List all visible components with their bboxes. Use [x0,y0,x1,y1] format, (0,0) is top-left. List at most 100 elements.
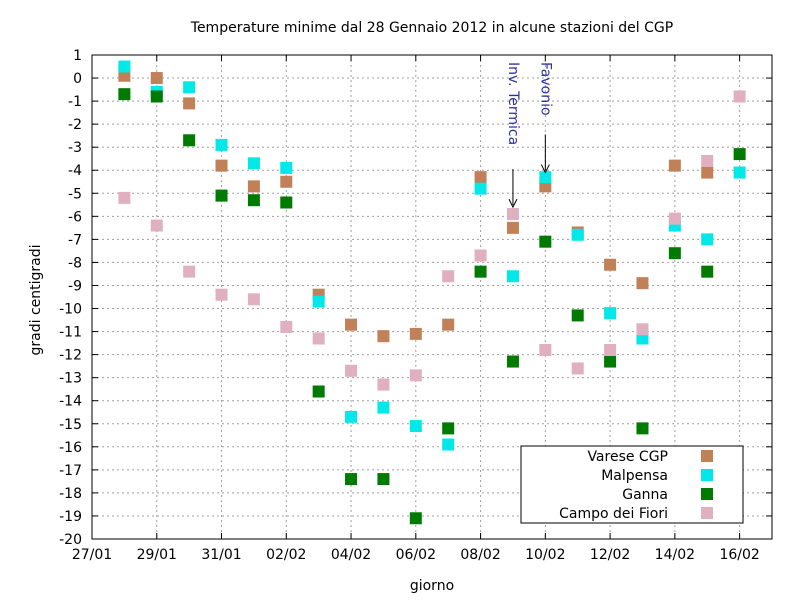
y-tick-label: -18 [59,486,82,502]
data-point [636,422,649,435]
y-tick-label: -5 [68,186,82,202]
data-point [345,410,358,423]
legend-label: Ganna [622,487,668,503]
legend-label: Malpensa [601,468,668,484]
legend-swatch [701,488,713,500]
data-point [442,270,455,283]
annotation-label: Inv. Termica [505,62,521,145]
y-tick-label: -4 [68,163,82,179]
y-tick-label: -10 [59,302,82,318]
y-tick-label: -9 [68,278,82,294]
data-point [668,247,681,260]
x-tick-label: 31/01 [201,547,241,563]
y-tick-label: -8 [68,255,82,271]
data-point [701,265,714,278]
data-point [183,134,196,147]
data-point [215,159,228,172]
data-point [409,512,422,525]
data-point [733,148,746,161]
data-point [474,171,487,184]
data-point [636,277,649,290]
chart-title: Temperature minime dal 28 Gennaio 2012 i… [190,20,673,36]
y-tick-label: -12 [59,348,82,364]
x-tick-label: 12/02 [590,547,630,563]
x-tick-label: 04/02 [331,547,371,563]
data-point [118,60,131,73]
data-point [312,385,325,398]
data-point [474,249,487,262]
data-point [345,318,358,331]
x-tick-label: 14/02 [655,547,695,563]
y-tick-label: -14 [59,394,82,410]
x-axis-label: giorno [410,578,454,594]
x-tick-label: 27/01 [72,547,112,563]
y-tick-label: -6 [68,209,82,225]
y-tick-label: -16 [59,440,82,456]
data-point [506,221,519,234]
y-tick-label: -13 [59,371,82,387]
data-point [539,180,552,193]
data-point [377,401,390,414]
data-point [312,332,325,345]
data-point [701,166,714,179]
data-point [118,191,131,204]
data-point [442,318,455,331]
axes: 1 0 -1 -2 -3 -4 -5 -6 -7 -8 -9 -10 -11 -12 -13 -14 -15 -1… [59,48,772,563]
data-point [539,171,552,184]
data-point [345,473,358,486]
data-point [506,270,519,283]
data-point [474,265,487,278]
data-point [539,235,552,248]
data-point [150,90,163,103]
y-tick-label: -15 [59,417,82,433]
data-point [539,344,552,357]
y-tick-label: -11 [59,325,82,341]
data-point [604,355,617,368]
annotation-arrowhead [540,164,550,174]
data-point [571,309,584,322]
data-points [118,60,746,525]
data-point [442,422,455,435]
y-tick-label: -2 [68,117,82,133]
data-point [345,364,358,377]
x-tick-label: 10/02 [525,547,565,563]
data-point [312,295,325,308]
data-point [668,159,681,172]
data-point [377,330,390,343]
legend-swatch [701,469,713,481]
y-tick-label: -7 [68,232,82,248]
data-point [506,208,519,221]
legend-swatch [701,507,713,519]
legend-label: Varese CGP [587,449,668,465]
data-point [409,369,422,382]
data-point [571,228,584,241]
data-point [636,323,649,336]
x-tick-label: 29/01 [137,547,177,563]
legend: Varese CGP Malpensa Ganna Campo dei Fiori [520,445,744,524]
data-point [247,180,260,193]
data-point [701,233,714,246]
data-point [247,194,260,207]
data-point [280,161,293,174]
data-point [506,355,519,368]
y-tick-label: -19 [59,509,82,525]
data-point [409,327,422,340]
data-point [183,97,196,110]
y-tick-label: 1 [73,48,82,64]
annotation-label: Favonio [537,62,553,116]
x-tick-label: 08/02 [460,547,500,563]
legend-swatch [701,450,713,462]
y-tick-label: -17 [59,463,82,479]
data-point [118,69,131,82]
data-point [280,175,293,188]
data-point [377,378,390,391]
data-point [571,362,584,375]
data-point [636,332,649,345]
plot-frame [91,54,773,540]
y-tick-label: -3 [68,140,82,156]
data-point [733,166,746,179]
data-point [409,420,422,433]
data-point [733,90,746,103]
y-tick-label: -1 [68,94,82,110]
